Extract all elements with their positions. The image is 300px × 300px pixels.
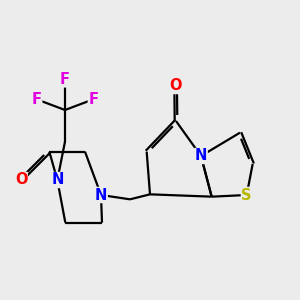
Text: O: O	[169, 79, 182, 94]
Text: N: N	[195, 148, 207, 164]
Text: N: N	[95, 188, 107, 202]
Text: F: F	[60, 72, 70, 87]
Text: S: S	[242, 188, 252, 202]
Text: F: F	[32, 92, 42, 107]
Text: N: N	[51, 172, 64, 188]
Text: O: O	[15, 172, 27, 188]
Text: F: F	[88, 92, 98, 107]
